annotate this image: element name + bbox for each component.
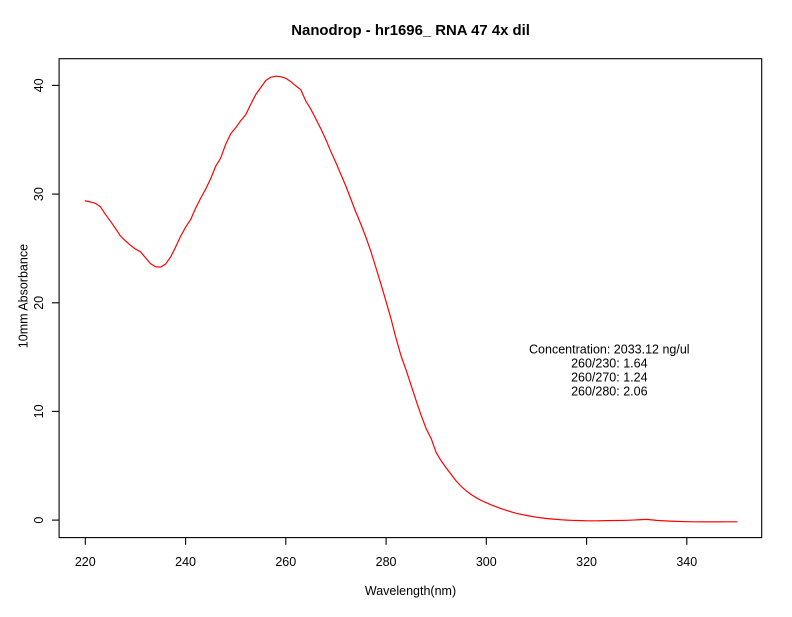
svg-text:340: 340 <box>676 555 697 569</box>
svg-text:260: 260 <box>275 555 296 569</box>
svg-text:Concentration: 2033.12 ng/ul: Concentration: 2033.12 ng/ul <box>529 343 690 357</box>
svg-text:20: 20 <box>32 296 46 310</box>
svg-text:Wavelength(nm): Wavelength(nm) <box>365 584 456 598</box>
svg-text:10mm Absorbance: 10mm Absorbance <box>16 244 30 348</box>
svg-text:220: 220 <box>75 555 96 569</box>
svg-text:320: 320 <box>576 555 597 569</box>
svg-text:300: 300 <box>476 555 497 569</box>
svg-text:10: 10 <box>32 404 46 418</box>
svg-text:0: 0 <box>32 517 46 524</box>
svg-text:40: 40 <box>32 78 46 92</box>
svg-text:260/270: 1.24: 260/270: 1.24 <box>571 370 648 384</box>
svg-text:Nanodrop - hr1696_ RNA 47 4x d: Nanodrop - hr1696_ RNA 47 4x dil <box>291 23 530 39</box>
svg-text:240: 240 <box>175 555 196 569</box>
svg-text:30: 30 <box>32 187 46 201</box>
svg-text:260/230: 1.64: 260/230: 1.64 <box>571 357 648 371</box>
svg-text:280: 280 <box>376 555 397 569</box>
svg-text:260/280: 2.06: 260/280: 2.06 <box>571 384 648 398</box>
